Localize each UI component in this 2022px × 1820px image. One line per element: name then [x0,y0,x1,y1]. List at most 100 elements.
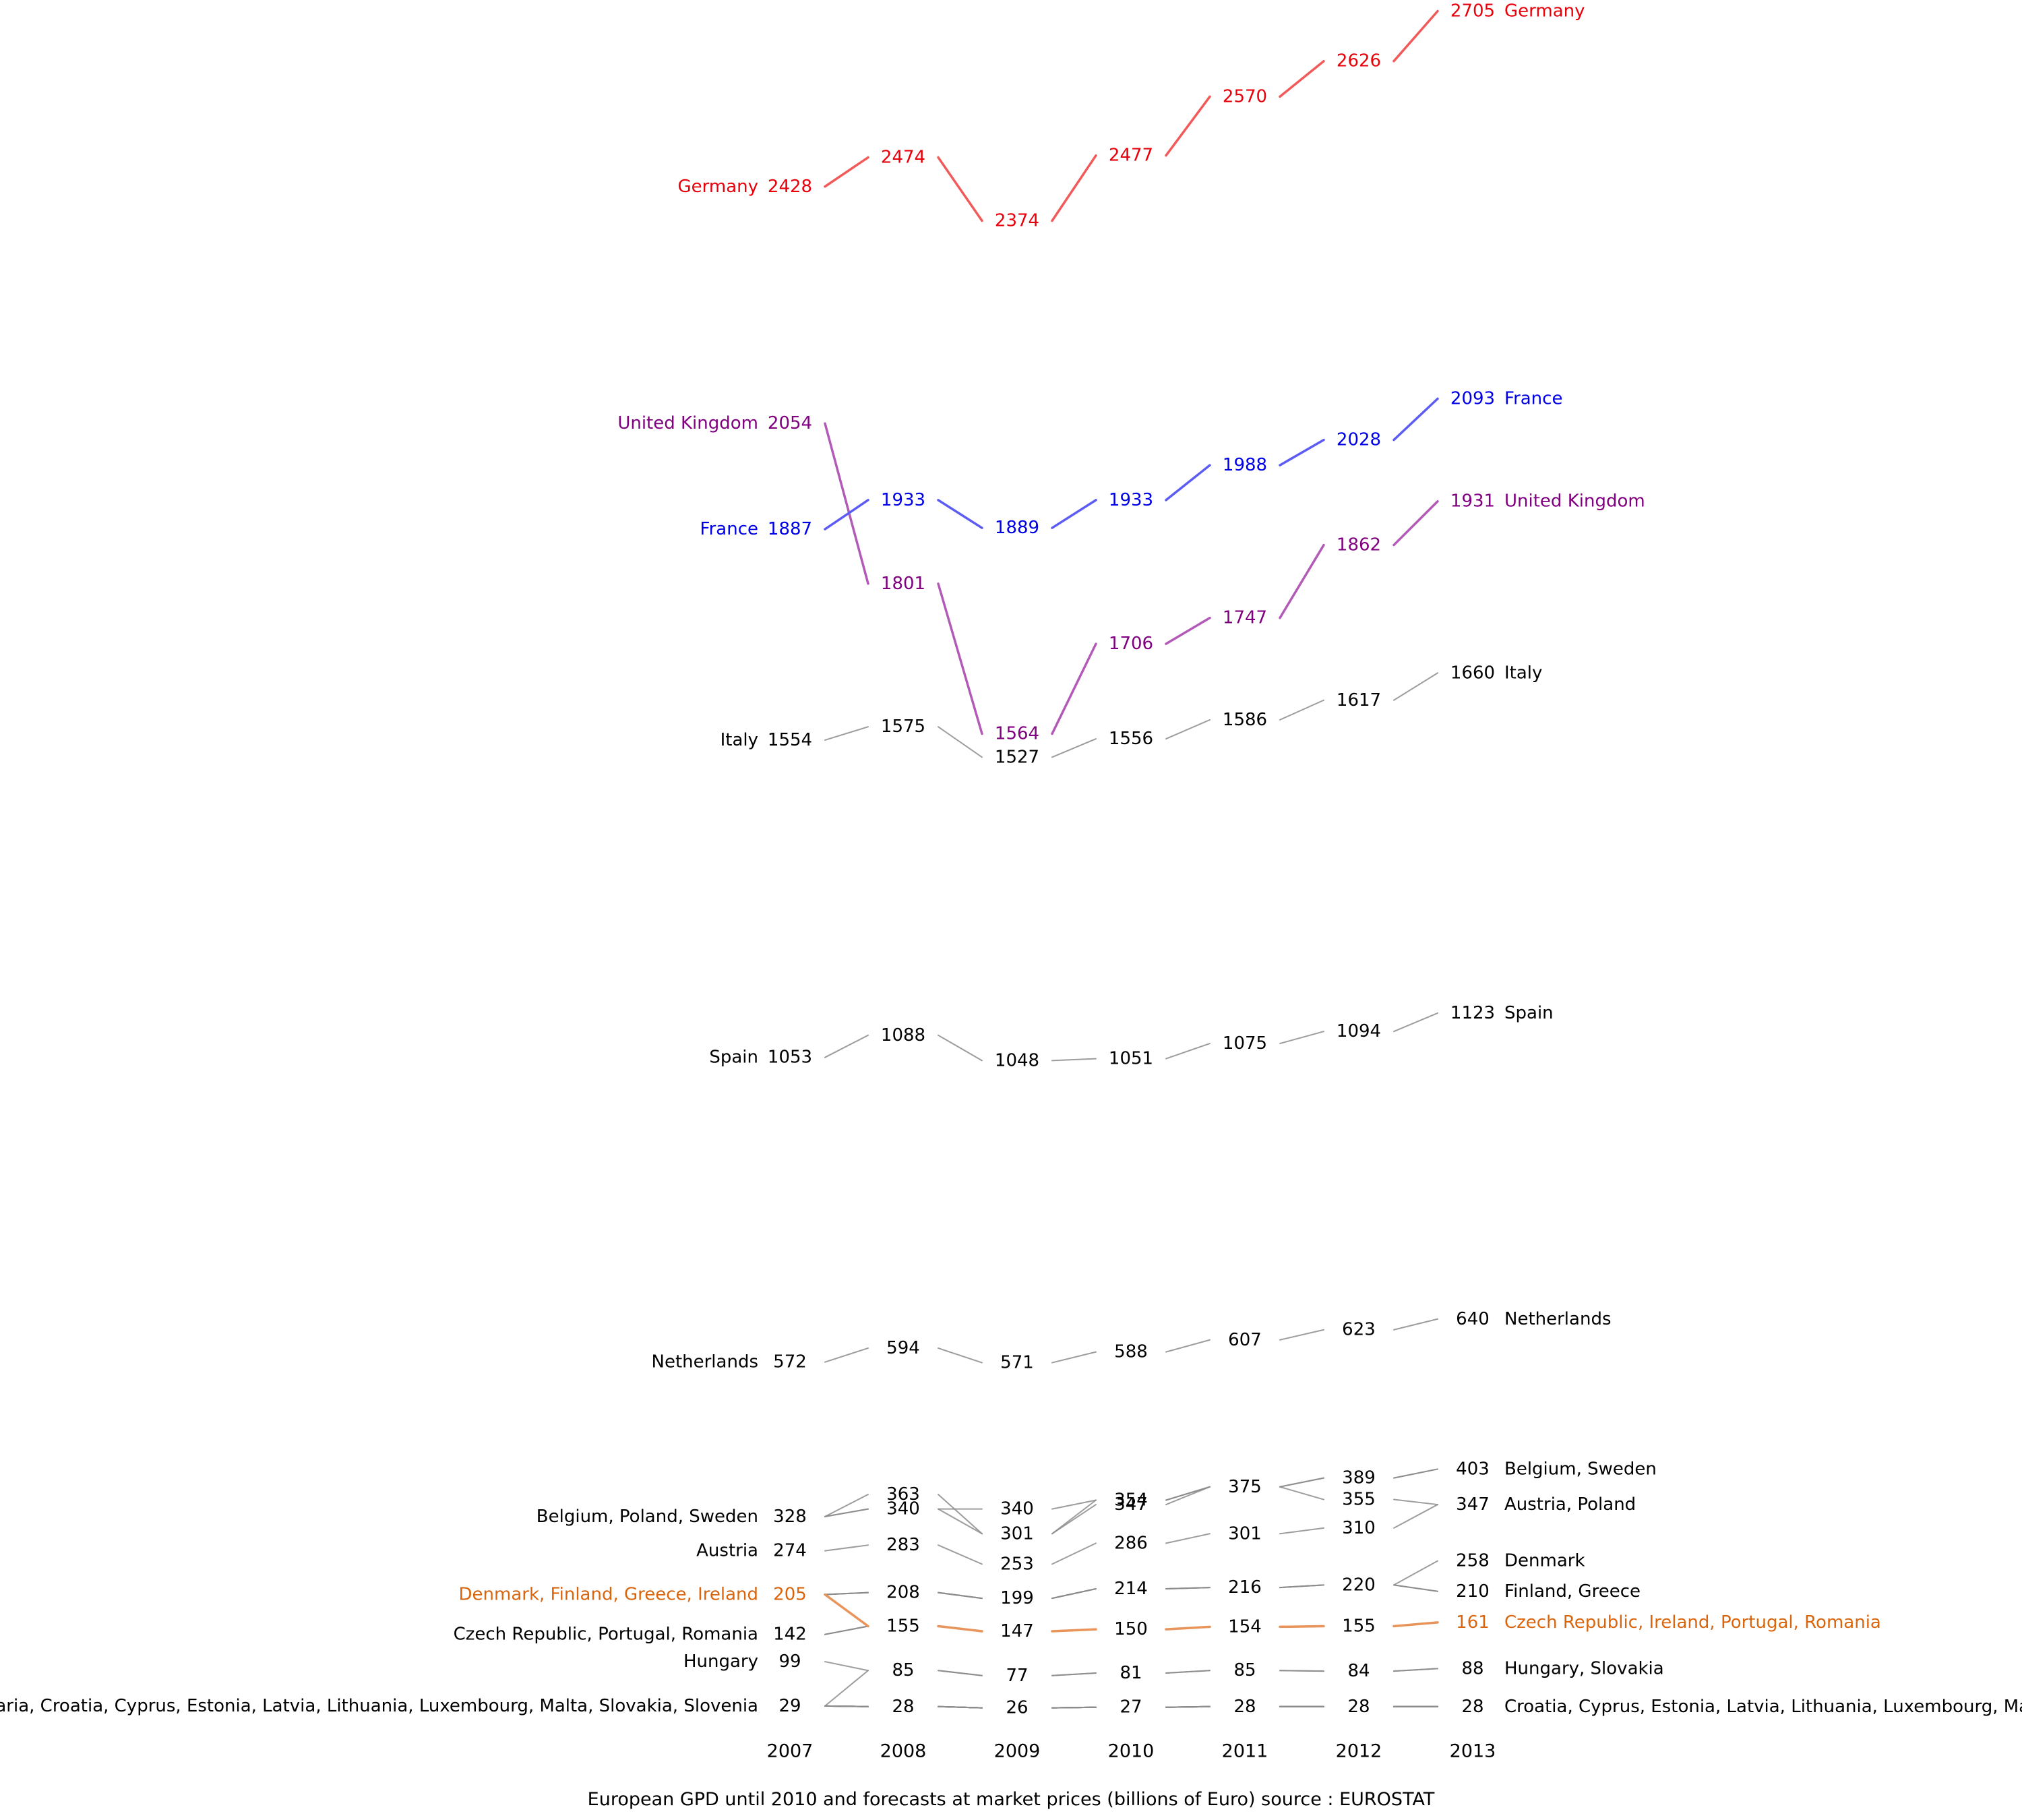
value-label-germany-2008: 2474 [881,148,925,168]
line-segment-spain-2012-2013 [1393,1012,1438,1033]
line-segment-greece-2011-2012 [1279,1584,1324,1589]
line-segment-greece-2012-2013 [1393,1584,1438,1592]
line-segment-france-2010-2011 [1165,464,1211,502]
value-label-czech-republic-2008: 155 [886,1616,920,1636]
left-series-label-france: France [700,519,758,539]
value-label-ireland-2007: 205 [773,1584,807,1604]
left-series-label-italy: Italy [721,730,758,750]
line-segment-sweden-2007-2008 [824,1508,869,1517]
value-label-germany-2011: 2570 [1223,86,1267,107]
value-label-france-2012: 2028 [1337,430,1381,450]
value-label-france-2010: 1933 [1109,490,1153,510]
line-segment-united-kingdom-2009-2010 [1051,642,1097,735]
value-label-austria-2010: 286 [1114,1533,1148,1553]
left-series-label-spain: Spain [709,1048,758,1068]
value-label-poland-2009: 301 [1000,1523,1034,1544]
line-segment-greece-2010-2011 [1165,1587,1211,1590]
left-series-label-united-kingdom: United Kingdom [617,413,758,433]
value-label-germany-2010: 2477 [1109,146,1153,166]
value-label-finland-2013: 210 [1456,1581,1490,1602]
x-tick-label-2011: 2011 [1222,1741,1268,1762]
line-segment-poland-2012-2013 [1393,1498,1438,1506]
value-label-czech-republic-2012: 155 [1342,1616,1376,1636]
right-series-label-czech-republic-ireland-portugal-romania: Czech Republic, Ireland, Portugal, Roman… [1504,1612,1881,1633]
line-segment-france-2007-2008 [824,499,869,530]
value-label-denmark-2010: 214 [1114,1579,1148,1599]
line-segment-ireland-2010-2011 [1165,1625,1211,1631]
line-segment-united-kingdom-2012-2013 [1392,499,1439,547]
value-label-netherlands-2011: 607 [1228,1330,1262,1350]
line-segment-france-2008-2009 [937,499,983,529]
value-label-sweden-2010: 347 [1114,1494,1148,1515]
value-label-denmark-2013: 258 [1456,1551,1490,1571]
line-segment-poland-2011-2012 [1279,1486,1324,1500]
left-series-label-netherlands: Netherlands [652,1352,759,1372]
line-segment-ireland-2008-2009 [937,1625,983,1633]
value-label-poland-2008: 363 [886,1484,920,1505]
right-series-label-croatia-cyprus-estonia-latvia-lithuania-: Croatia, Cyprus, Estonia, Latvia, Lithua… [1504,1697,2022,1717]
value-label-france-2007: 1887 [768,519,812,539]
value-label-italy-2010: 1556 [1109,729,1153,749]
line-segment-austria-2010-2011 [1165,1533,1211,1544]
value-label-netherlands-2007: 572 [773,1352,807,1372]
value-label-bulgaria-2007: 29 [778,1696,801,1716]
value-label-spain-2009: 1048 [995,1050,1039,1070]
line-segment-poland-2008-2009 [938,1494,983,1535]
line-segment-france-2009-2010 [1051,499,1097,529]
left-series-label-belgium-poland-sweden: Belgium, Poland, Sweden [537,1507,758,1527]
value-label-italy-2012: 1617 [1337,690,1381,710]
line-segment-slovakia-2011-2012 [1279,1670,1324,1672]
right-series-label-france: France [1504,389,1562,409]
value-label-denmark-2011: 216 [1228,1577,1262,1598]
value-label-spain-2010: 1051 [1109,1049,1153,1069]
value-label-belgium-2012: 389 [1342,1468,1376,1488]
value-label-france-2011: 1988 [1223,455,1267,475]
line-segment-italy-2012-2013 [1393,672,1438,701]
value-label-netherlands-2010: 588 [1114,1342,1148,1362]
line-segment-united-kingdom-2007-2008 [824,422,869,585]
line-segment-greece-2009-2010 [1051,1588,1097,1600]
left-series-label-denmark-finland-greece-ireland: Denmark, Finland, Greece, Ireland [459,1584,758,1604]
line-segment-slovakia-2012-2013 [1393,1668,1438,1672]
value-label-austria-2008: 283 [886,1535,920,1555]
line-segment-spain-2008-2009 [938,1034,983,1062]
line-segment-spain-2011-2012 [1279,1031,1324,1045]
value-label-denmark-2012: 220 [1342,1575,1376,1595]
value-label-italy-2007: 1554 [768,730,812,750]
line-segment-austria-2011-2012 [1279,1527,1324,1535]
value-label-spain-2012: 1094 [1337,1021,1381,1041]
line-segment-italy-2011-2012 [1279,699,1324,721]
line-segment-france-2012-2013 [1392,397,1439,442]
value-label-netherlands-2009: 571 [1000,1353,1034,1373]
line-segment-germany-2012-2013 [1392,9,1439,63]
value-label-united-kingdom-2012: 1862 [1337,535,1381,555]
value-label-italy-2009: 1527 [995,747,1039,767]
left-series-label-germany: Germany [677,177,758,197]
line-segment-ireland-2011-2012 [1279,1625,1325,1629]
value-label-denmark-2009: 199 [1000,1588,1034,1608]
value-label-netherlands-2013: 640 [1456,1309,1490,1329]
line-segment-netherlands-2010-2011 [1165,1339,1211,1353]
left-series-label-czech-republic-portugal-romania: Czech Republic, Portugal, Romania [454,1625,758,1645]
line-segment-germany-2009-2010 [1051,154,1097,222]
value-label-bulgaria-2012: 28 [1347,1697,1370,1717]
right-series-label-italy: Italy [1504,663,1542,683]
right-series-label-austria-poland: Austria, Poland [1504,1494,1636,1515]
line-segment-france-2011-2012 [1279,438,1325,466]
value-label-france-2009: 1889 [995,518,1039,538]
x-axis: 2007 2008 2009 2010 2011 2012 2013 [767,1741,1496,1762]
line-segment-germany-2008-2009 [937,156,983,222]
value-label-bulgaria-2008: 28 [892,1697,914,1717]
value-label-belgium-2010: 354 [1114,1490,1148,1510]
line-segment-united-kingdom-2008-2009 [937,582,983,735]
value-label-czech-republic-2009: 147 [1000,1621,1034,1641]
line-segment-germany-2011-2012 [1279,59,1325,98]
value-label-spain-2007: 1053 [768,1048,812,1068]
value-label-belgium-2007: 328 [773,1507,807,1527]
line-segment-spain-2009-2010 [1051,1058,1097,1062]
right-series-label-united-kingdom: United Kingdom [1504,491,1645,512]
line-segment-austria-2012-2013 [1393,1504,1438,1529]
x-tick-label-2013: 2013 [1450,1741,1496,1762]
value-label-italy-2013: 1660 [1450,663,1495,683]
